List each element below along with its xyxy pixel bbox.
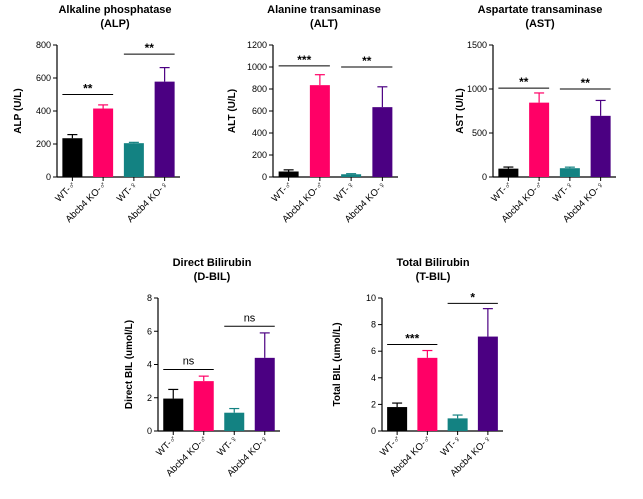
significance-label: ** <box>519 75 529 89</box>
x-tick-label: WT-♀ <box>551 179 576 204</box>
chart-title: Total Bilirubin <box>396 257 469 269</box>
y-tick-label: 600 <box>36 73 51 83</box>
significance-label: ** <box>362 54 372 68</box>
bar-3 <box>559 168 580 177</box>
bar-2 <box>529 102 550 177</box>
y-tick-label: 0 <box>371 426 376 436</box>
chart-subtitle: (ALT) <box>310 18 338 30</box>
y-tick-label: 1500 <box>467 40 487 50</box>
x-tick-label: WT-♂ <box>154 433 179 458</box>
significance-label: ns <box>183 355 195 367</box>
bar-1 <box>498 168 519 177</box>
x-tick-label: WT-♂ <box>270 179 295 204</box>
significance-label: ** <box>145 41 155 55</box>
significance-label: ** <box>581 76 591 90</box>
bar-3 <box>224 412 245 431</box>
significance-label: * <box>470 290 475 304</box>
y-tick-label: 8 <box>147 293 152 303</box>
y-tick-label: 200 <box>36 139 51 149</box>
bar-1 <box>387 407 408 431</box>
bar-2 <box>193 381 214 431</box>
bar-4 <box>154 81 175 177</box>
chart-title: Alanine transaminase <box>267 4 381 16</box>
chart-panel-4: Direct Bilirubin (D-BIL) 0 2 4 6 8 Direct BIL (… <box>124 257 280 479</box>
bar-2 <box>417 357 438 431</box>
chart-subtitle: (ALP) <box>100 18 130 30</box>
chart-subtitle: (D-BIL) <box>194 271 231 283</box>
x-tick-label: WT-♀ <box>115 179 140 204</box>
chart-panel-5: Total Bilirubin (T-BIL) 0 2 4 6 8 10 Total BIL (… <box>332 257 503 479</box>
y-tick-label: 0 <box>46 172 51 182</box>
x-tick-label: WT-♂ <box>489 179 514 204</box>
significance-label: *** <box>405 332 419 346</box>
bar-3 <box>341 174 362 177</box>
y-tick-label: 1200 <box>247 40 267 50</box>
y-axis-label: Direct BIL (umol/L) <box>124 320 135 409</box>
bar-2 <box>93 108 114 177</box>
chart-panel-3: Aspartate transaminase (AST) 0 500 1000 1500 A… <box>455 4 616 225</box>
x-tick-label: WT-♀ <box>215 433 240 458</box>
y-tick-label: 0 <box>147 426 152 436</box>
x-tick-label: WT-♀ <box>332 179 357 204</box>
bar-3 <box>447 418 468 431</box>
y-tick-label: 6 <box>371 346 376 356</box>
bar-2 <box>309 85 330 177</box>
chart-title: Alkaline phosphatase <box>58 4 171 16</box>
bar-1 <box>62 138 83 177</box>
x-tick-label: WT-♂ <box>53 179 78 204</box>
y-tick-label: 800 <box>36 40 51 50</box>
chart-subtitle: (AST) <box>525 18 555 30</box>
chart-title: Direct Bilirubin <box>173 257 252 269</box>
y-tick-label: 0 <box>262 172 267 182</box>
bar-1 <box>163 398 184 431</box>
chart-subtitle: (T-BIL) <box>416 271 451 283</box>
y-tick-label: 400 <box>36 106 51 116</box>
bar-4 <box>372 107 393 177</box>
y-axis-label: ALP (U/L) <box>13 88 24 133</box>
x-tick-label: WT-♀ <box>439 433 464 458</box>
chart-title: Aspartate transaminase <box>478 4 603 16</box>
chart-panel-1: Alkaline phosphatase (ALP) 0 200 400 600 800 AL… <box>13 4 180 225</box>
bar-3 <box>123 143 144 177</box>
y-tick-label: 200 <box>252 150 267 160</box>
bar-1 <box>278 171 299 177</box>
y-tick-label: 2 <box>371 399 376 409</box>
y-tick-label: 4 <box>371 373 376 383</box>
y-tick-label: 6 <box>147 326 152 336</box>
y-tick-label: 500 <box>472 128 487 138</box>
x-tick-label: WT-♂ <box>378 433 403 458</box>
y-axis-label: AST (U/L) <box>455 88 466 134</box>
significance-label: *** <box>297 53 311 67</box>
y-tick-label: 8 <box>371 320 376 330</box>
bar-4 <box>254 357 275 431</box>
y-tick-label: 1000 <box>247 62 267 72</box>
y-axis-label: Total BIL (umol/L) <box>332 322 343 406</box>
y-tick-label: 2 <box>147 393 152 403</box>
bar-4 <box>590 115 611 177</box>
y-tick-label: 1000 <box>467 84 487 94</box>
y-tick-label: 4 <box>147 360 152 370</box>
y-tick-label: 600 <box>252 106 267 116</box>
y-tick-label: 10 <box>366 293 376 303</box>
significance-label: ns <box>244 312 256 324</box>
significance-label: ** <box>83 82 93 96</box>
bar-4 <box>477 336 498 431</box>
y-tick-label: 400 <box>252 128 267 138</box>
y-tick-label: 0 <box>482 172 487 182</box>
y-axis-label: ALT (U/L) <box>227 89 238 133</box>
chart-panel-2: Alanine transaminase (ALT) 0 200 400 600 800 10… <box>227 4 398 225</box>
y-tick-label: 800 <box>252 84 267 94</box>
